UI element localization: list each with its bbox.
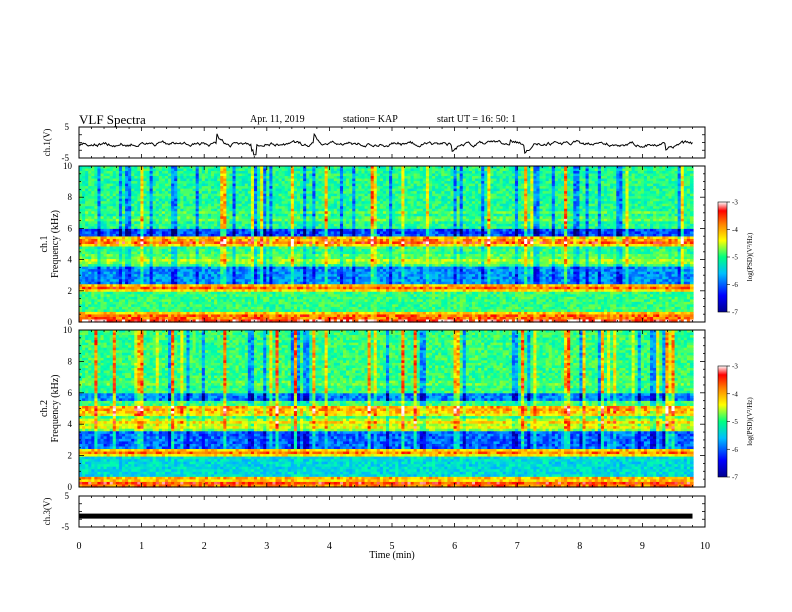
ch3-ylabel: ch.3(V) [42, 498, 52, 526]
vlf-figure: 024681002468105-5ch.1(V)5-5ch.3(V)ch.1 Fr… [0, 0, 792, 612]
xtick-label: 0 [77, 541, 82, 552]
xtick-label: 4 [327, 541, 332, 552]
frame-w3 [79, 496, 705, 527]
xtick-label: 8 [577, 541, 582, 552]
ytick-label: 2 [68, 451, 73, 461]
ytick-label: 8 [68, 192, 73, 202]
ch1-colorbar-tick: -6 [732, 281, 738, 289]
xtick-label: 9 [640, 541, 645, 552]
xtick-label: 2 [202, 541, 207, 552]
spectrogram-ch1 [79, 166, 694, 323]
ch1-spectrogram-ylabel-channel: ch.1 [39, 236, 50, 253]
xtick-label: 3 [264, 541, 269, 552]
ch1-ytick-top: 5 [65, 122, 70, 132]
ytick-label: 6 [68, 223, 73, 233]
ch3-waveform-line [79, 514, 693, 519]
ch2-spectrogram-ylabel-channel: ch.2 [39, 400, 50, 417]
ch2-colorbar-tick: -5 [732, 418, 738, 426]
ch1-spectrogram-ylabel: Frequency (kHz) [50, 210, 61, 278]
ch1-ylabel: ch.1(V) [42, 129, 52, 157]
ch3-ytick-bottom: -5 [62, 522, 70, 532]
ch1-colorbar-tick: -5 [732, 254, 738, 262]
ch2-colorbar-tick: -7 [732, 474, 738, 482]
ytick-label: 10 [63, 325, 73, 335]
ch1-colorbar-tick: -3 [732, 199, 738, 207]
ch2-colorbar-tick: -3 [732, 363, 738, 371]
ytick-label: 4 [68, 255, 73, 265]
xtick-label: 1 [139, 541, 144, 552]
ch1-ytick-bottom: -5 [62, 153, 70, 163]
xaxis-label: Time (min) [369, 550, 414, 561]
ch1-colorbar-label: log(PSD)(V²/Hz) [746, 232, 754, 281]
ch1-colorbar-tick: -7 [732, 309, 738, 317]
spectrogram-ch2 [79, 330, 694, 488]
ch1-colorbar-tick: -4 [732, 226, 738, 234]
ytick-label: 2 [68, 286, 73, 296]
ch3-ytick-top: 5 [65, 491, 70, 501]
xtick-label: 10 [700, 541, 710, 552]
ch2-colorbar [718, 366, 727, 477]
ytick-label: 8 [68, 356, 73, 366]
ch1-colorbar [718, 202, 727, 312]
xtick-label: 7 [515, 541, 520, 552]
ch2-colorbar-tick: -6 [732, 446, 738, 454]
ch1-waveform-line [79, 134, 693, 155]
xtick-label: 6 [452, 541, 457, 552]
ch2-spectrogram-ylabel: Frequency (kHz) [50, 374, 61, 442]
ytick-label: 4 [68, 419, 73, 429]
ytick-label: 6 [68, 388, 73, 398]
ch2-colorbar-tick: -4 [732, 390, 738, 398]
ch2-colorbar-label: log(PSD)(V²/Hz) [746, 397, 754, 446]
